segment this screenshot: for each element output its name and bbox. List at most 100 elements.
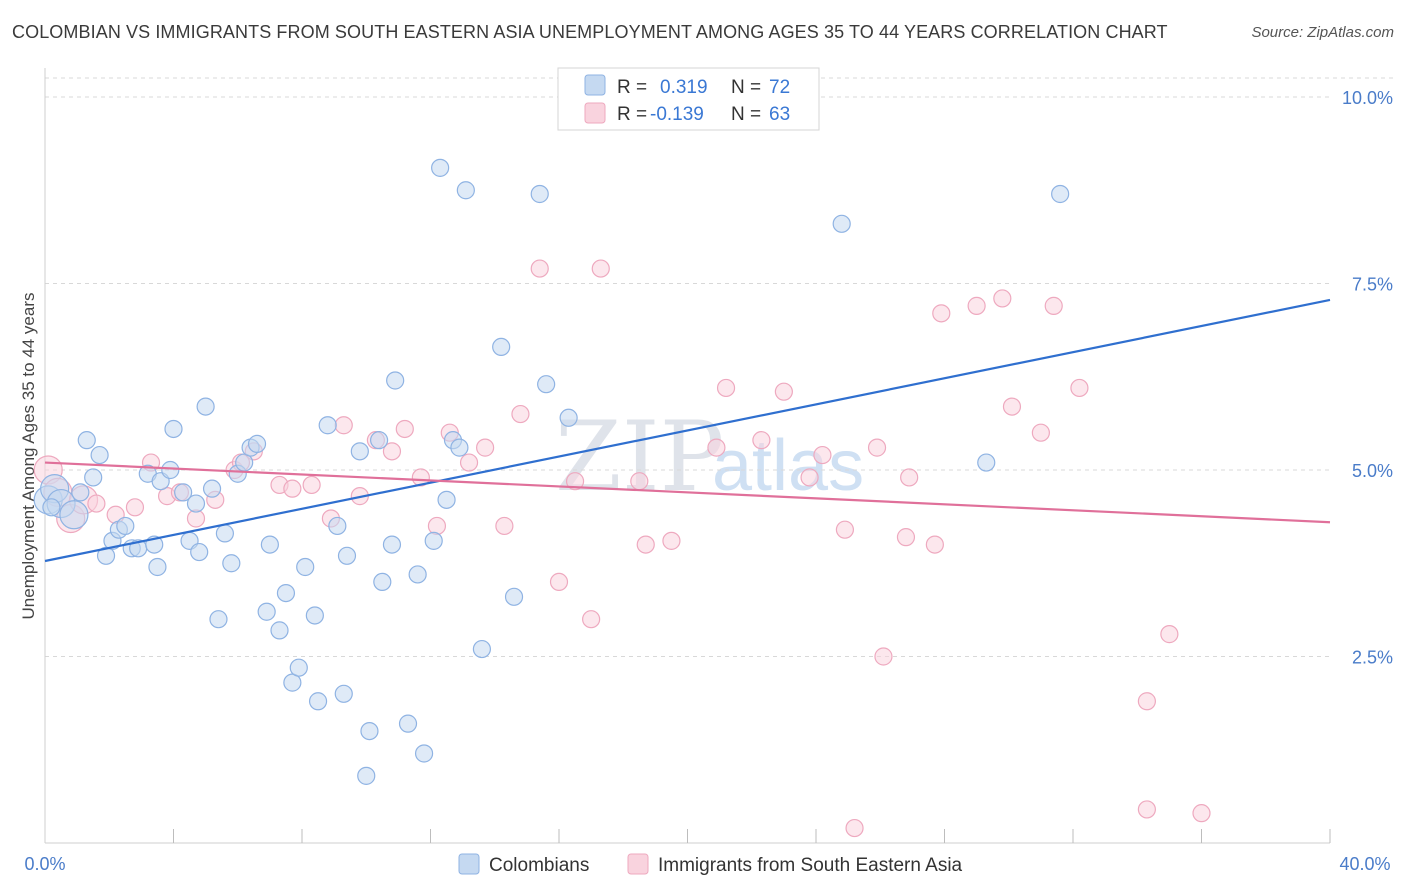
immigrants-point <box>459 453 479 472</box>
trendlines <box>44 298 1331 563</box>
immigrants-point <box>476 438 495 457</box>
immigrants-point <box>1192 804 1211 823</box>
y-tick-label: 2.5% <box>1352 648 1393 668</box>
x-tick-label-min: 0.0% <box>24 854 65 874</box>
immigrants-point <box>845 818 864 838</box>
immigrants-point <box>993 289 1012 308</box>
series-colombians-points <box>33 158 1070 785</box>
immigrants-point <box>1160 625 1179 644</box>
immigrants-point <box>925 535 944 554</box>
immigrants-point <box>636 535 655 554</box>
colombians-point <box>537 375 556 394</box>
colombians-point <box>174 483 193 502</box>
legend-r-label-2: R = <box>617 104 647 125</box>
colombians-point <box>431 158 450 177</box>
colombians-point <box>202 479 222 498</box>
immigrants-point <box>662 531 681 550</box>
immigrants-point <box>283 479 302 498</box>
colombians-point <box>209 610 228 629</box>
colombians-point <box>215 524 234 543</box>
colombians-point <box>148 557 167 577</box>
colombians-point <box>161 460 180 480</box>
colombians-point <box>360 721 379 741</box>
immigrants-point <box>1044 296 1063 315</box>
legend-n-label-1: N = <box>731 77 761 98</box>
immigrants-point <box>707 438 726 457</box>
colombians-point <box>414 744 434 763</box>
colombians-point <box>42 498 61 517</box>
immigrants-point <box>874 647 893 666</box>
colombians-point <box>276 583 296 603</box>
immigrants-point <box>1137 800 1156 819</box>
colombians-point <box>1051 184 1070 204</box>
colombians-point <box>456 181 475 200</box>
colombians-point <box>116 516 135 536</box>
bottom-legend-label-colombians: Colombians <box>489 855 589 876</box>
immigrants-point <box>591 259 610 278</box>
colombians-point <box>296 557 315 577</box>
immigrants-point <box>411 468 430 487</box>
legend-n-label-2: N = <box>731 104 761 125</box>
colombians-point <box>305 606 324 625</box>
colombians-point <box>350 442 369 461</box>
colombians-point <box>270 621 289 640</box>
colombians-point <box>559 408 578 427</box>
colombians-point <box>424 531 443 550</box>
immigrants-point <box>774 382 793 401</box>
colombians-point <box>84 468 103 487</box>
colombians-point <box>373 572 392 592</box>
watermark-atlas: atlas <box>712 426 864 506</box>
immigrants-point <box>395 419 414 439</box>
immigrants-point <box>967 296 986 315</box>
colombians-point <box>437 490 456 509</box>
colombians-point <box>196 397 215 416</box>
legend-r-value-2: -0.139 <box>650 104 704 125</box>
immigrants-point <box>1002 397 1022 416</box>
colombians-point <box>90 445 109 465</box>
immigrants-point <box>302 475 321 495</box>
immigrants-point <box>800 468 819 487</box>
immigrants-point <box>1031 423 1050 442</box>
y-tick-label: 10.0% <box>1342 88 1393 108</box>
series-immigrants-points <box>33 259 1211 838</box>
colombians-point <box>492 337 511 357</box>
colombians-point <box>382 535 402 554</box>
colombians-point <box>504 587 524 606</box>
immigrants-point <box>835 520 855 539</box>
immigrants-point <box>1137 692 1156 711</box>
colombians-point <box>334 684 353 703</box>
immigrants-point <box>549 572 569 592</box>
colombians-point <box>328 516 347 536</box>
immigrants-point <box>334 416 353 435</box>
colombians-point <box>357 766 376 785</box>
watermark-zip: ZIP <box>555 401 724 513</box>
correlation-legend: R = 0.319 N = 72 R = -0.139 N = 63 <box>557 67 820 131</box>
colombians-point <box>260 535 279 554</box>
x-tick-label-max: 40.0% <box>1339 854 1390 874</box>
colombians-point <box>370 431 389 450</box>
immigrants-point <box>813 445 832 465</box>
immigrants-point <box>530 259 549 278</box>
colombians-point <box>71 483 90 502</box>
colombians-point <box>977 453 996 472</box>
colombians-point <box>472 639 491 659</box>
immigrants-point <box>932 304 951 323</box>
colombians-point <box>186 494 206 513</box>
legend-n-value-1: 72 <box>769 77 790 98</box>
y-axis-label: Unemployment Among Ages 35 to 44 years <box>19 293 38 620</box>
colombians-point <box>247 434 267 453</box>
colombians-point <box>450 438 469 457</box>
colombians-point <box>257 602 276 621</box>
y-tick-label: 7.5% <box>1352 275 1393 295</box>
immigrants-point <box>716 378 736 398</box>
colombians-point <box>59 500 89 530</box>
immigrants-point <box>752 431 771 450</box>
colombians-point <box>289 658 308 677</box>
chart-title: COLOMBIAN VS IMMIGRANTS FROM SOUTH EASTE… <box>12 22 1168 42</box>
y-tick-labels: 2.5% 5.0% 7.5% 10.0% <box>1342 88 1393 668</box>
colombians-point <box>164 419 183 439</box>
immigrants-point <box>630 472 649 491</box>
colombians-point <box>308 692 328 711</box>
legend-r-label-1: R = <box>617 77 647 98</box>
